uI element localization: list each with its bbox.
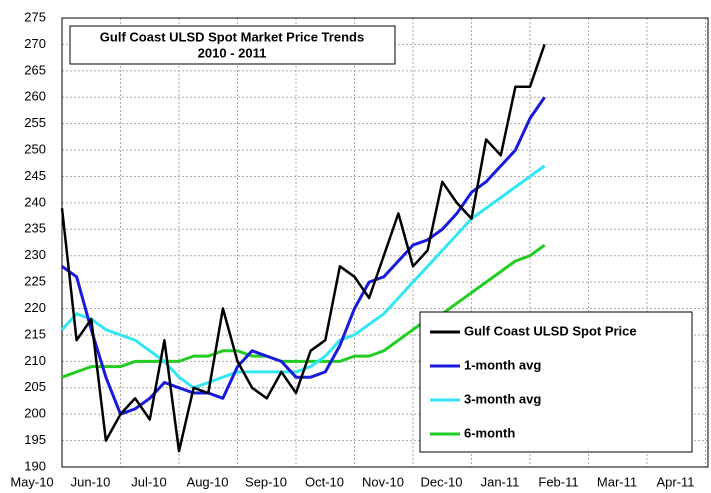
legend-label: Gulf Coast ULSD Spot Price [464, 323, 637, 338]
y-tick-label: 230 [24, 247, 46, 262]
x-tick-label: Aug-10 [187, 474, 229, 489]
x-tick-label: Sep-10 [245, 474, 287, 489]
y-tick-label: 215 [24, 326, 46, 341]
y-tick-label: 190 [24, 458, 46, 473]
x-tick-label: Feb-11 [538, 474, 578, 489]
x-tick-label: Mar-11 [597, 474, 637, 489]
y-tick-label: 235 [24, 221, 46, 236]
x-tick-label: Dec-10 [421, 474, 463, 489]
y-tick-label: 220 [24, 300, 46, 315]
y-tick-label: 200 [24, 406, 46, 421]
x-tick-label: May-10 [10, 474, 53, 489]
plot-border [61, 17, 709, 468]
y-tick-label: 255 [24, 115, 46, 130]
x-tick-label: Jul-10 [131, 474, 166, 489]
y-tick-label: 205 [24, 379, 46, 394]
y-tick-label: 210 [24, 353, 46, 368]
x-tick-label: Jan-11 [481, 474, 520, 489]
series-line [60, 43, 546, 453]
y-tick-label: 245 [24, 168, 46, 183]
legend-label: 3-month avg [464, 391, 541, 406]
chart-title: Gulf Coast ULSD Spot Market Price Trends [100, 29, 364, 44]
legend-label: 6-month [464, 425, 515, 440]
x-tick-label: Apr-11 [656, 474, 694, 489]
legend-label: 1-month avg [464, 357, 541, 372]
series-line [61, 96, 546, 416]
chart-subtitle: 2010 - 2011 [198, 45, 267, 60]
y-tick-label: 270 [24, 36, 46, 51]
x-tick-label: Oct-10 [305, 474, 344, 489]
series-line [61, 243, 546, 379]
x-tick-label: Jun-10 [71, 474, 111, 489]
y-tick-label: 265 [24, 62, 46, 77]
legend-box [419, 311, 693, 453]
x-tick-label: Nov-10 [362, 474, 404, 489]
y-tick-label: 275 [24, 9, 46, 24]
y-tick-label: 195 [24, 432, 46, 447]
y-tick-label: 225 [24, 274, 46, 289]
y-tick-label: 260 [24, 89, 46, 104]
y-tick-label: 250 [24, 141, 46, 156]
title-box [69, 25, 396, 65]
y-tick-label: 240 [24, 194, 46, 209]
